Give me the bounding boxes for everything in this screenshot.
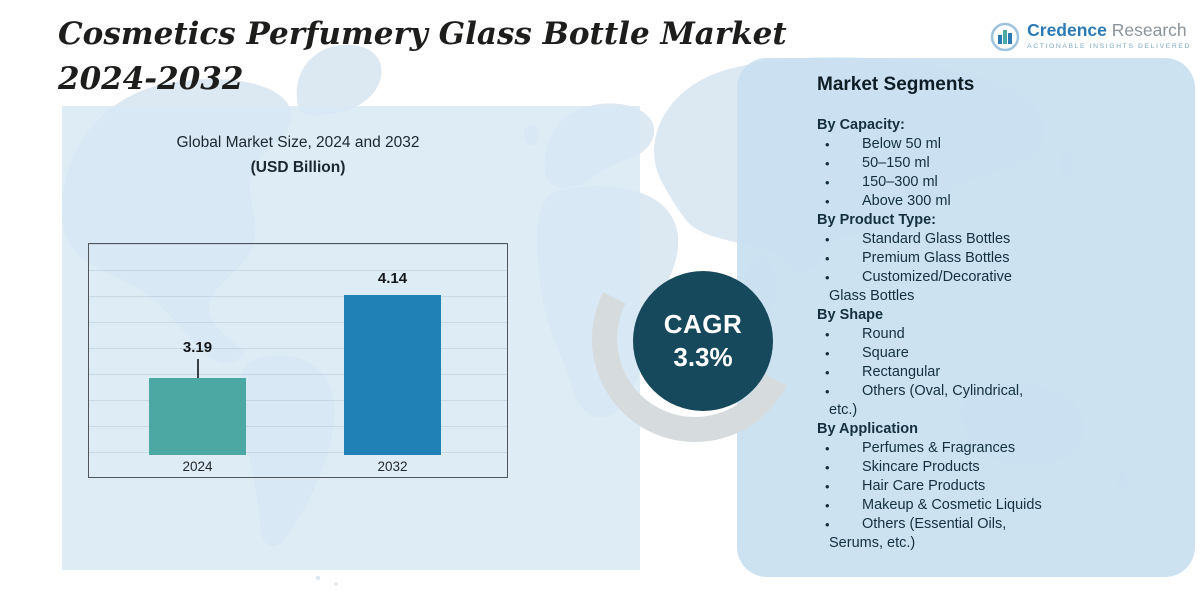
page-title: Cosmetics Perfumery Glass Bottle Market … xyxy=(58,12,787,102)
segment-list: • Below 50 ml • 50–150 ml • 150–300 ml • Abo… xyxy=(817,135,1155,211)
segment-item-label: 50–150 ml xyxy=(862,155,930,171)
bullet-icon: • xyxy=(825,327,830,342)
bullet-icon: • xyxy=(825,460,830,475)
bar-leader-line xyxy=(196,359,199,378)
segment-item: • 150–300 ml xyxy=(817,173,1047,192)
segment-item: • Rectangular xyxy=(817,363,1047,382)
bar-column-2032: 4.14 xyxy=(344,270,441,455)
segment-group-product-type: By Product Type: • Standard Glass Bottles… xyxy=(817,211,1155,306)
segment-item-label: Below 50 ml xyxy=(862,136,941,152)
segment-group-capacity: By Capacity: • Below 50 ml • 50–150 ml • 15… xyxy=(817,116,1155,211)
bullet-icon: • xyxy=(825,156,830,171)
bar-column-2024: 3.19 xyxy=(149,339,246,455)
segment-item: • Others (Oval, Cylindrical, etc.) xyxy=(817,382,1047,420)
bullet-icon: • xyxy=(825,194,830,209)
chart-title: Global Market Size, 2024 and 2032 xyxy=(176,134,420,151)
segment-list: • Round • Square • Rectangular • Others (Ova… xyxy=(817,325,1155,420)
logo-chart-icon xyxy=(990,22,1020,52)
segment-item: • Skincare Products xyxy=(817,458,1047,477)
segment-item-label: Above 300 ml xyxy=(862,193,951,209)
segment-item: • Customized/Decorative Glass Bottles xyxy=(817,268,1047,306)
segment-item-label: Square xyxy=(862,345,909,361)
brand-tagline: Actionable Insights Delivered xyxy=(1027,43,1191,50)
bullet-icon: • xyxy=(825,479,830,494)
chart-subtitle: (USD Billion) xyxy=(250,159,346,176)
segment-item-label: Others (Essential Oils, Serums, etc.) xyxy=(829,516,1007,551)
bullet-icon: • xyxy=(825,137,830,152)
segment-item-label: Round xyxy=(862,326,905,342)
bullet-icon: • xyxy=(825,517,830,532)
cagr-value: 3.3% xyxy=(673,342,733,372)
title-line-2: 2024-2032 xyxy=(58,61,244,97)
segment-item: • Others (Essential Oils, Serums, etc.) xyxy=(817,515,1047,553)
segment-item: • Standard Glass Bottles xyxy=(817,230,1047,249)
cagr-label: CAGR xyxy=(663,309,743,339)
brand-name-secondary: Research xyxy=(1111,20,1187,40)
brand-logo: Credence Research Actionable Insights De… xyxy=(989,20,1191,54)
segment-group-header: By Shape xyxy=(817,307,884,323)
market-size-panel: Global Market Size, 2024 and 2032 (USD B… xyxy=(62,106,640,570)
segments-body: By Capacity: • Below 50 ml • 50–150 ml • 15… xyxy=(817,116,1155,553)
bullet-icon: • xyxy=(825,498,830,513)
segment-item: • Above 300 ml xyxy=(817,192,1047,211)
cagr-badge: CAGR 3.3% xyxy=(633,271,773,411)
map-island xyxy=(332,580,340,588)
segment-item: • Premium Glass Bottles xyxy=(817,249,1047,268)
title-line-1: Cosmetics Perfumery Glass Bottle Market xyxy=(58,16,787,52)
bullet-icon: • xyxy=(825,346,830,361)
map-island xyxy=(314,574,322,582)
bullet-icon: • xyxy=(825,251,830,266)
segment-group-application: By Application • Perfumes & Fragrances • S… xyxy=(817,420,1155,553)
segment-item-label: Makeup & Cosmetic Liquids xyxy=(862,497,1042,513)
x-axis-label-2024: 2024 xyxy=(182,459,213,474)
segment-item-label: Rectangular xyxy=(862,364,941,380)
segment-item: • Round xyxy=(817,325,1047,344)
bar-2032 xyxy=(344,295,441,455)
segment-item-label: Hair Care Products xyxy=(862,478,986,494)
segment-item: • Perfumes & Fragrances xyxy=(817,439,1047,458)
bar-value-label-2024: 3.19 xyxy=(182,339,213,356)
bullet-icon: • xyxy=(825,232,830,247)
brand-name-primary: Credence xyxy=(1027,20,1107,40)
segment-item: • Makeup & Cosmetic Liquids xyxy=(817,496,1047,515)
segment-item: • Hair Care Products xyxy=(817,477,1047,496)
chart-heading: Global Market Size, 2024 and 2032 (USD B… xyxy=(88,134,508,177)
bar-2024 xyxy=(149,378,246,455)
market-segments-panel: Market Segments By Capacity: • Below 50 m… xyxy=(737,58,1195,577)
segment-list: • Perfumes & Fragrances • Skincare Product… xyxy=(817,439,1155,553)
brand-name: Credence Research xyxy=(1027,20,1191,41)
bullet-icon: • xyxy=(825,270,830,285)
segment-item-label: Standard Glass Bottles xyxy=(862,231,1011,247)
brand-text: Credence Research Actionable Insights De… xyxy=(1027,20,1191,50)
segment-item-label: Others (Oval, Cylindrical, etc.) xyxy=(829,383,1024,418)
bullet-icon: • xyxy=(825,365,830,380)
segment-item-label: Perfumes & Fragrances xyxy=(862,440,1016,456)
bullet-icon: • xyxy=(825,441,830,456)
x-axis-label-2032: 2032 xyxy=(377,459,408,474)
segment-item: • 50–150 ml xyxy=(817,154,1047,173)
segment-group-shape: By Shape • Round • Square • Rectangular • Ot… xyxy=(817,306,1155,420)
segment-group-header: By Capacity: xyxy=(817,117,905,133)
bullet-icon: • xyxy=(825,384,830,399)
segment-item-label: Customized/Decorative Glass Bottles xyxy=(829,269,1012,304)
bar-value-label-2032: 4.14 xyxy=(377,270,408,287)
segment-list: • Standard Glass Bottles • Premium Glass B… xyxy=(817,230,1155,306)
segment-item-label: Premium Glass Bottles xyxy=(862,250,1010,266)
segment-group-header: By Product Type: xyxy=(817,212,936,228)
segment-item: • Square xyxy=(817,344,1047,363)
segment-item: • Below 50 ml xyxy=(817,135,1047,154)
segment-item-label: Skincare Products xyxy=(862,459,980,475)
segments-title: Market Segments xyxy=(817,74,975,95)
bar-chart-plot: 3.19 4.14 2024 2032 xyxy=(88,243,508,478)
bullet-icon: • xyxy=(825,175,830,190)
segment-item-label: 150–300 ml xyxy=(862,174,938,190)
segment-group-header: By Application xyxy=(817,421,918,437)
